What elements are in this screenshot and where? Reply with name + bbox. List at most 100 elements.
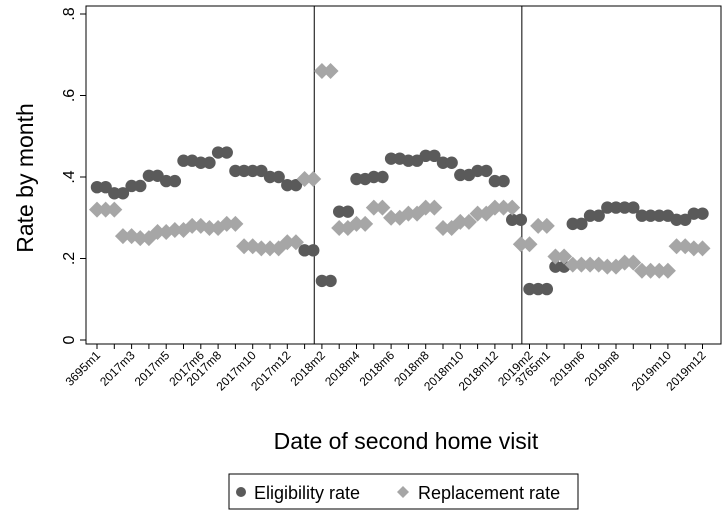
eligibility-point: [177, 154, 190, 167]
eligibility-point: [540, 282, 553, 296]
eligibility-point: [566, 217, 579, 231]
eligibility-point: [454, 168, 467, 182]
eligibility-point: [108, 187, 121, 200]
x-tick-label: 2017m5: [132, 348, 173, 389]
replacement-point: [313, 63, 330, 80]
x-tick-label: 3695m1: [63, 348, 104, 389]
eligibility-point: [506, 213, 519, 226]
replacement-point: [486, 199, 503, 216]
replacement-point: [547, 248, 564, 265]
x-tick-label: 2017m3: [97, 348, 138, 389]
replacement-point: [253, 240, 270, 257]
replacement-point: [530, 217, 547, 234]
eligibility-point: [653, 209, 666, 222]
replacement-point: [89, 201, 105, 218]
eligibility-point: [419, 149, 432, 163]
eligibility-point: [696, 207, 709, 220]
eligibility-point: [341, 205, 355, 218]
eligibility-point: [116, 187, 130, 200]
replacement-point: [599, 258, 616, 275]
eligibility-point: [142, 169, 156, 182]
eligibility-point: [160, 174, 173, 188]
replacement-point: [521, 236, 538, 253]
y-tick-label: .2: [61, 252, 78, 265]
eligibility-point: [384, 152, 398, 165]
replacement-point: [512, 236, 529, 253]
replacement-point: [357, 215, 374, 232]
replacement-point: [659, 262, 676, 279]
replacement-point: [201, 219, 218, 236]
replacement-point: [495, 199, 512, 216]
eligibility-point: [298, 244, 311, 257]
replacement-point: [184, 217, 201, 234]
eligibility-point: [670, 213, 683, 226]
replacement-point: [685, 240, 702, 257]
legend-replacement-marker: [397, 486, 409, 498]
eligibility-point: [125, 179, 138, 193]
eligibility-point: [90, 180, 104, 194]
replacement-point: [348, 215, 365, 232]
replacement-point: [538, 217, 555, 234]
x-tick-label: 2018m2: [287, 348, 328, 389]
eligibility-point: [627, 201, 640, 214]
y-tick-label: .6: [61, 89, 78, 102]
replacement-point: [287, 234, 304, 251]
replacement-point: [616, 254, 633, 271]
x-axis: 3695m12017m32017m52017m62017m82017m10201…: [63, 344, 709, 394]
eligibility-point: [367, 170, 380, 184]
eligibility-point: [445, 156, 458, 169]
legend-eligibility-label: Eligibility rate: [254, 483, 360, 503]
eligibility-point: [575, 217, 588, 231]
eligibility-point: [263, 170, 277, 184]
eligibility-point: [549, 260, 562, 273]
series-eligibility: [90, 146, 709, 296]
eligibility-point: [583, 209, 597, 222]
eligibility-point: [523, 282, 536, 296]
series-replacement: [89, 63, 711, 279]
replacement-point: [374, 199, 391, 216]
replacement-point: [106, 201, 123, 218]
eligibility-point: [514, 213, 528, 226]
replacement-point: [435, 219, 451, 236]
eligibility-point: [436, 156, 450, 169]
eligibility-point: [635, 209, 649, 222]
replacement-point: [668, 238, 685, 255]
eligibility-point: [168, 174, 182, 188]
legend-eligibility-marker: [236, 487, 246, 497]
eligibility-point: [194, 156, 207, 169]
eligibility-point: [99, 180, 112, 194]
replacement-point: [469, 205, 486, 222]
x-tick-label: 2019m6: [547, 348, 588, 389]
replacement-point: [218, 215, 235, 232]
eligibility-point: [289, 178, 303, 192]
eligibility-point: [471, 164, 484, 178]
eligibility-point: [592, 209, 605, 222]
replacement-point: [694, 240, 711, 257]
replacement-point: [642, 262, 659, 279]
eligibility-point: [488, 174, 502, 188]
replacement-point: [305, 171, 322, 188]
x-axis-title: Date of second home visit: [274, 428, 539, 454]
eligibility-point: [609, 201, 623, 214]
eligibility-point: [281, 178, 294, 192]
eligibility-point: [601, 201, 614, 214]
y-tick-label: 0: [61, 335, 78, 344]
y-axis: 0 .2 .4 .6 .8: [61, 7, 86, 344]
replacement-point: [322, 63, 339, 80]
replacement-point: [417, 199, 434, 216]
replacement-point: [331, 219, 348, 236]
eligibility-point: [644, 209, 657, 222]
eligibility-point: [480, 164, 493, 178]
replacement-point: [296, 171, 313, 188]
replacement-point: [504, 199, 521, 216]
replacement-point: [556, 248, 573, 265]
replacement-point: [365, 199, 382, 216]
replacement-point: [279, 234, 296, 251]
y-tick-label: .8: [61, 7, 78, 20]
legend: Eligibility rate Replacement rate: [228, 473, 579, 510]
eligibility-point: [307, 244, 320, 257]
replacement-point: [426, 199, 443, 216]
replacement-point: [452, 213, 469, 230]
replacement-point: [564, 256, 581, 273]
